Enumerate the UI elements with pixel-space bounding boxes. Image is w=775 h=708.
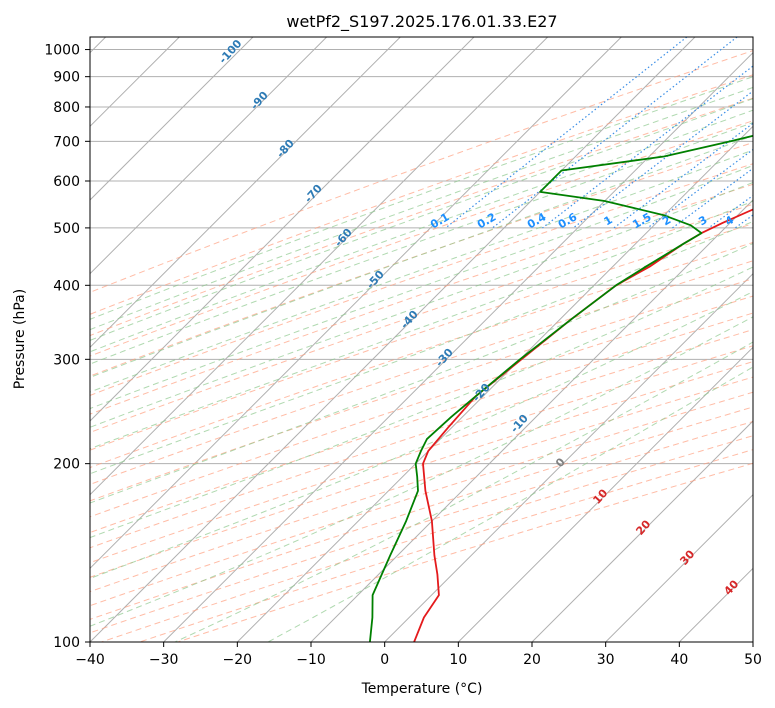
dry-adiabat	[90, 163, 753, 396]
mixing-ratio-label: 1	[602, 213, 615, 228]
dry-adiabat-label: -90	[248, 89, 271, 113]
mixing-ratio-label: 6	[762, 213, 775, 228]
y-tick-label: 400	[53, 278, 80, 294]
moist-adiabat	[90, 164, 753, 410]
x-tick-label: 40	[670, 652, 688, 668]
moist-adiabat	[90, 291, 753, 579]
x-tick-label: 50	[744, 652, 762, 668]
moist-adiabat-label: 10	[590, 486, 610, 506]
x-tick-label: 20	[523, 652, 541, 668]
x-tick-label: −10	[296, 652, 326, 668]
isotherm-gridline	[236, 125, 753, 642]
y-tick-label: 100	[53, 635, 80, 651]
y-tick-label: 700	[53, 134, 80, 150]
moist-adiabat-label: 30	[677, 547, 697, 567]
moist-adiabat	[90, 109, 753, 353]
dry-adiabat-label: -40	[398, 308, 421, 332]
dry-adiabat	[90, 329, 753, 549]
dry-adiabat	[90, 391, 753, 607]
x-tick-label: 10	[449, 652, 467, 668]
isotherm-gridline	[90, 37, 475, 422]
dry-adiabat	[90, 312, 753, 534]
isotherm-gridline	[163, 51, 753, 642]
x-tick-label: 0	[380, 652, 389, 668]
x-tick-label: −30	[149, 652, 179, 668]
dry-adiabat-label: -60	[332, 226, 355, 250]
grid-layer	[90, 37, 753, 642]
profile-layer	[369, 134, 753, 642]
isotherm-gridline	[605, 493, 753, 642]
dry-adiabat	[101, 435, 753, 642]
mixing-ratio-label: 2	[660, 213, 673, 228]
isotherm-gridline	[90, 37, 696, 642]
moist-adiabat	[90, 242, 753, 504]
isotherm-gridline	[457, 346, 753, 642]
dry-adiabat	[90, 50, 753, 293]
dry-adiabat	[90, 260, 753, 485]
isotherm-gridline	[678, 567, 753, 642]
isotherm-gridline	[90, 37, 254, 201]
dry-adiabat-label: -70	[302, 182, 325, 206]
y-tick-label: 300	[53, 352, 80, 368]
moist-adiabat	[267, 366, 753, 642]
dry-adiabat-label: -10	[508, 412, 531, 436]
dry-adiabat	[90, 142, 753, 377]
isotherm-gridline	[90, 37, 401, 349]
y-tick-label: 900	[53, 70, 80, 86]
isotherm-gridline	[90, 37, 622, 570]
moist-adiabat	[90, 316, 753, 627]
moist-adiabat	[90, 76, 753, 320]
dry-adiabat	[90, 223, 753, 451]
dry-adiabat-label: -80	[274, 137, 297, 161]
dry-adiabat	[90, 278, 753, 502]
x-tick-label: 30	[597, 652, 615, 668]
tick-layer: −40 −30 −20 −10 0 10 20 30 40 5010009008007006005…	[44, 43, 762, 668]
dry-adiabat	[90, 361, 753, 578]
dry-adiabat	[90, 74, 753, 315]
moist-adiabat	[90, 86, 753, 331]
dry-adiabat	[90, 97, 753, 337]
dry-adiabat-label: -30	[433, 346, 456, 370]
mixing-ratio-line	[492, 37, 738, 229]
isotherm-gridline	[310, 199, 753, 642]
mixing-ratio-label: 3	[696, 213, 709, 228]
y-tick-label: 1000	[44, 43, 80, 59]
mixing-ratio-line	[613, 122, 753, 229]
moist-adiabat-label: 0	[553, 455, 568, 470]
mixing-ratio-line	[542, 65, 753, 229]
chart-title: wetPf2_S197.2025.176.01.33.E27	[286, 12, 557, 32]
y-tick-label: 500	[53, 221, 80, 237]
mixing-ratio-label: 4	[723, 213, 736, 228]
moist-adiabat-label: 40	[721, 577, 741, 597]
x-axis-label: Temperature (°C)	[361, 681, 483, 697]
plot-frame	[89, 36, 754, 643]
moist-adiabat	[90, 98, 753, 341]
y-axis-label: Pressure (hPa)	[12, 289, 28, 389]
mixing-ratio-line	[445, 37, 688, 229]
y-tick-label: 600	[53, 174, 80, 190]
moist-adiabat	[90, 181, 753, 428]
isotherm-gridline	[752, 641, 753, 642]
isotherm-gridline	[90, 37, 549, 496]
moist-adiabat	[90, 200, 753, 450]
dewpoint-profile-line	[369, 134, 753, 642]
isotherm-gridline	[90, 37, 328, 275]
y-tick-label: 800	[53, 100, 80, 116]
mixing-ratio-line	[572, 90, 753, 229]
moist-adiabat-label: 20	[633, 517, 653, 537]
isotherm-gridline	[384, 272, 753, 642]
x-tick-label: −20	[223, 652, 253, 668]
y-tick-label: 200	[53, 457, 80, 473]
mixing-ratio-line	[734, 214, 753, 229]
mixing-ratio-line	[672, 167, 753, 229]
x-tick-label: −40	[75, 652, 105, 668]
dry-adiabat-label: -100	[216, 37, 244, 66]
temperature-profile-line	[413, 208, 753, 642]
isotherm-gridline	[531, 420, 753, 642]
moist-adiabat	[90, 266, 753, 539]
